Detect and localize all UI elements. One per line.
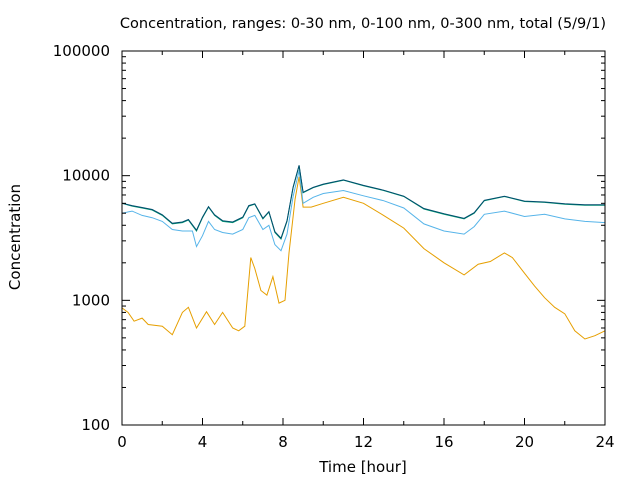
series-layer bbox=[121, 165, 606, 340]
x-tick-label: 12 bbox=[354, 433, 373, 451]
x-tick-label: 20 bbox=[515, 433, 534, 451]
y-tick-label: 1000 bbox=[72, 291, 110, 309]
x-tick-label: 4 bbox=[198, 433, 208, 451]
y-tick-label: 100 bbox=[81, 416, 110, 434]
series-line-4 bbox=[121, 165, 605, 240]
series-line-2 bbox=[121, 170, 606, 252]
series-line-1 bbox=[121, 176, 606, 340]
x-tick-label: 16 bbox=[434, 433, 453, 451]
ticks-layer: 0 4 8 12 16 20 24 100 1000 10000 100000 bbox=[53, 42, 615, 451]
y-tick-label: 100000 bbox=[53, 42, 110, 60]
y-axis-title: Concentration bbox=[6, 184, 24, 290]
x-tick-label: 8 bbox=[278, 433, 288, 451]
x-axis-title: Time [hour] bbox=[318, 458, 407, 476]
chart-title: Concentration, ranges: 0-30 nm, 0-100 nm… bbox=[120, 16, 606, 32]
y-tick-label: 10000 bbox=[62, 167, 110, 185]
plot-area-frame bbox=[121, 50, 606, 426]
x-tick-label: 24 bbox=[595, 433, 614, 451]
x-tick-label: 0 bbox=[117, 433, 127, 451]
